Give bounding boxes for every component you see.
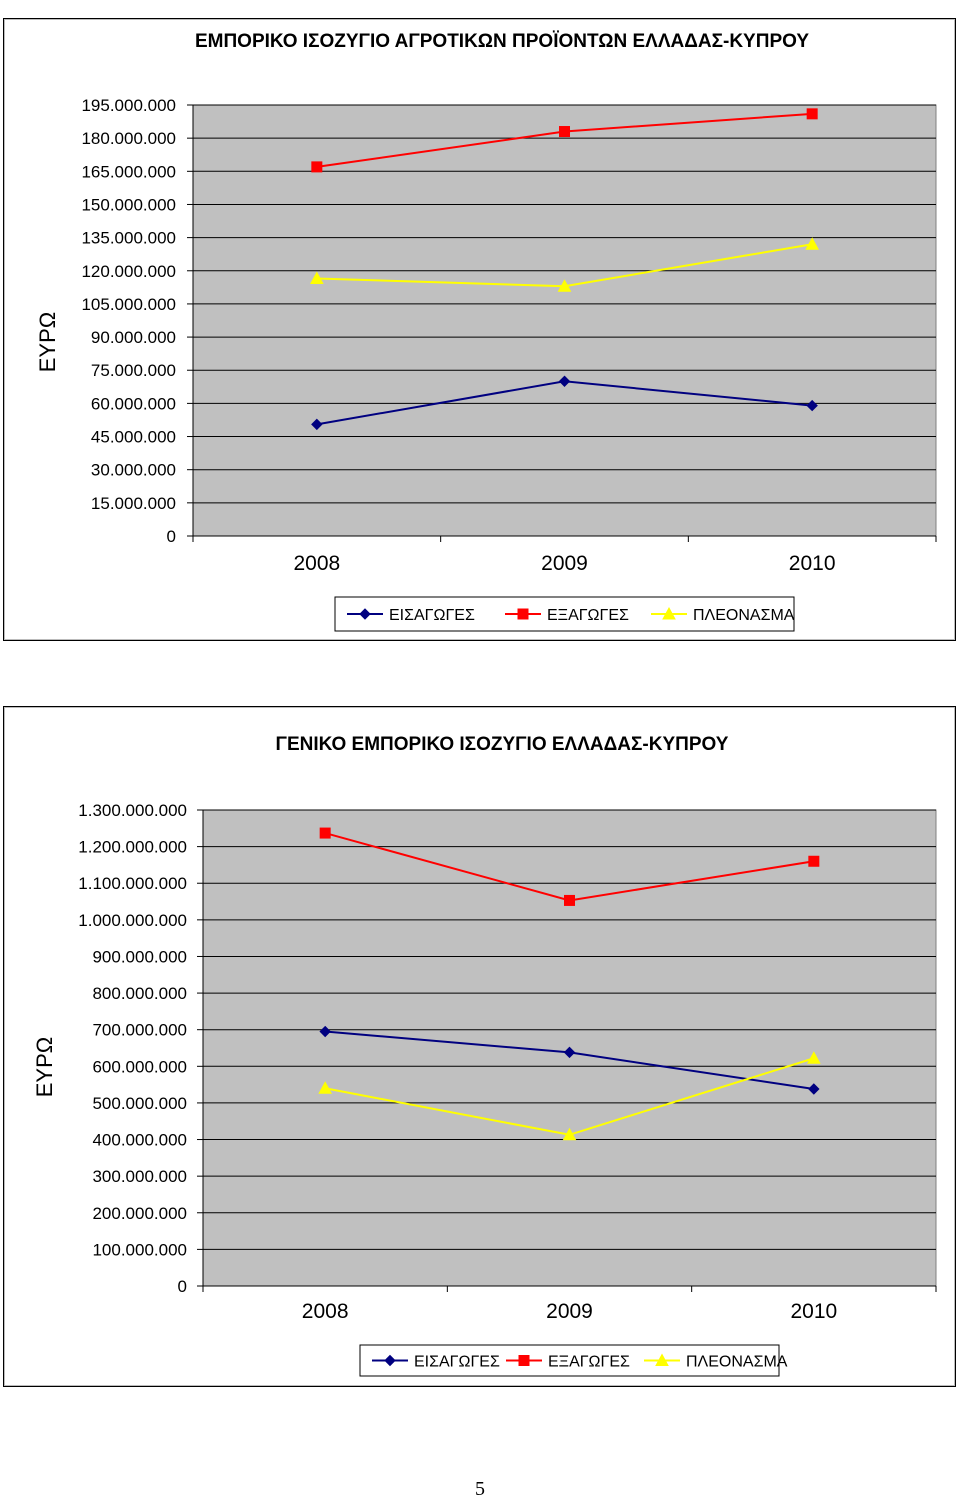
y-tick-label: 75.000.000 [91, 361, 176, 380]
x-tick-label: 2010 [790, 1300, 837, 1323]
chart-agricultural-trade-balance: ΕΜΠΟΡΙΚΟ ΙΣΟΖΥΓΙΟ ΑΓΡΟΤΙΚΩΝ ΠΡΟΪΟΝΤΩΝ ΕΛ… [3, 18, 956, 641]
y-tick-label: 1.200.000.000 [78, 838, 187, 857]
data-point [319, 1025, 331, 1038]
series-1 [319, 827, 820, 906]
data-point [559, 126, 570, 138]
data-point [808, 855, 820, 867]
y-tick-label: 105.000.000 [81, 295, 176, 314]
legend-box [334, 596, 795, 632]
plot-area [192, 104, 937, 537]
series-2 [309, 237, 820, 292]
x-tick-label: 2008 [302, 1300, 349, 1323]
data-point [563, 1046, 576, 1059]
data-point [557, 279, 572, 292]
legend-box [359, 1344, 780, 1377]
legend-marker [359, 608, 371, 620]
legend-label: ΕΞΑΓΩΓΕΣ [548, 1354, 630, 1371]
y-tick-label: 150.000.000 [81, 195, 176, 214]
page-number: 5 [475, 1478, 485, 1500]
data-point [806, 108, 818, 120]
data-point [558, 375, 571, 387]
y-axis-title: ΕΥΡΩ [32, 1037, 57, 1097]
y-tick-label: 500.000.000 [92, 1094, 187, 1113]
legend: ΕΙΣΑΓΩΓΕΣ ΕΞΑΓΩΓΕΣ ΠΛΕΟΝΑΣΜΑ [334, 596, 795, 632]
x-tick-label: 2009 [546, 1300, 593, 1323]
data-point [309, 271, 324, 285]
series-1 [311, 108, 818, 173]
legend-marker [655, 1353, 669, 1366]
y-tick-label: 600.000.000 [92, 1057, 187, 1076]
y-tick-label: 1.000.000.000 [78, 911, 187, 930]
x-tick-label: 2008 [293, 552, 340, 575]
y-tick-label: 100.000.000 [92, 1240, 187, 1259]
y-tick-label: 45.000.000 [91, 428, 176, 447]
data-point [311, 418, 323, 431]
x-tick-label: 2009 [541, 552, 588, 575]
legend: ΕΙΣΑΓΩΓΕΣ ΕΞΑΓΩΓΕΣ ΠΛΕΟΝΑΣΜΑ [359, 1344, 788, 1377]
data-point [808, 1083, 820, 1095]
data-point [806, 1051, 821, 1064]
legend-label: ΕΙΣΑΓΩΓΕΣ [414, 1354, 500, 1371]
y-tick-label: 60.000.000 [91, 394, 176, 413]
y-tick-label: 900.000.000 [92, 947, 187, 966]
data-point [311, 161, 323, 173]
y-tick-label: 800.000.000 [92, 984, 187, 1003]
series-0 [319, 1025, 820, 1095]
legend-marker [662, 606, 676, 620]
y-tick-label: 300.000.000 [92, 1167, 187, 1186]
data-point [562, 1127, 577, 1141]
legend-label: ΠΛΕΟΝΑΣΜΑ [686, 1354, 788, 1371]
legend-marker [518, 1355, 530, 1366]
series-0 [311, 375, 818, 431]
y-axis-title: ΕΥΡΩ [35, 312, 60, 372]
y-tick-label: 195.000.000 [81, 96, 176, 115]
y-tick-label: 15.000.000 [91, 494, 176, 513]
y-tick-label: 30.000.000 [91, 461, 176, 480]
legend-label: ΕΞΑΓΩΓΕΣ [547, 607, 629, 624]
data-point [806, 399, 818, 412]
y-tick-label: 0 [167, 527, 176, 546]
chart-general-svg: ΓΕΝΙΚΟ ΕΜΠΟΡΙΚΟ ΙΣΟΖΥΓΙΟ ΕΛΛΑΔΑΣ-ΚΥΠΡΟΥ 0… [32, 734, 937, 1377]
y-tick-label: 1.100.000.000 [78, 874, 187, 893]
y-tick-label: 90.000.000 [91, 328, 176, 347]
y-tick-label: 0 [178, 1277, 187, 1296]
chart-general-trade-balance: ΓΕΝΙΚΟ ΕΜΠΟΡΙΚΟ ΙΣΟΖΥΓΙΟ ΕΛΛΑΔΑΣ-ΚΥΠΡΟΥ 0… [3, 706, 956, 1387]
y-tick-label: 700.000.000 [92, 1021, 187, 1040]
y-tick-label: 165.000.000 [81, 162, 176, 181]
chart-title: ΕΜΠΟΡΙΚΟ ΙΣΟΖΥΓΙΟ ΑΓΡΟΤΙΚΩΝ ΠΡΟΪΟΝΤΩΝ ΕΛ… [195, 31, 809, 52]
legend-label: ΕΙΣΑΓΩΓΕΣ [389, 607, 475, 624]
y-tick-label: 1.300.000.000 [78, 801, 187, 820]
y-tick-label: 135.000.000 [81, 229, 176, 248]
data-point [319, 827, 331, 839]
series-2 [318, 1051, 821, 1141]
data-point [805, 237, 820, 250]
data-point [318, 1081, 333, 1094]
x-tick-label: 2010 [789, 552, 836, 575]
legend-marker [517, 608, 529, 620]
data-point [564, 894, 575, 906]
chart-title: ΓΕΝΙΚΟ ΕΜΠΟΡΙΚΟ ΙΣΟΖΥΓΙΟ ΕΛΛΑΔΑΣ-ΚΥΠΡΟΥ [276, 734, 729, 755]
legend-marker [384, 1354, 396, 1367]
legend-label: ΠΛΕΟΝΑΣΜΑ [693, 607, 795, 624]
y-tick-label: 400.000.000 [92, 1131, 187, 1150]
y-tick-label: 180.000.000 [81, 129, 176, 148]
chart-agricultural-svg: ΕΜΠΟΡΙΚΟ ΙΣΟΖΥΓΙΟ ΑΓΡΟΤΙΚΩΝ ΠΡΟΪΟΝΤΩΝ ΕΛ… [35, 31, 937, 632]
y-tick-label: 120.000.000 [81, 262, 176, 281]
y-tick-label: 200.000.000 [92, 1204, 187, 1223]
